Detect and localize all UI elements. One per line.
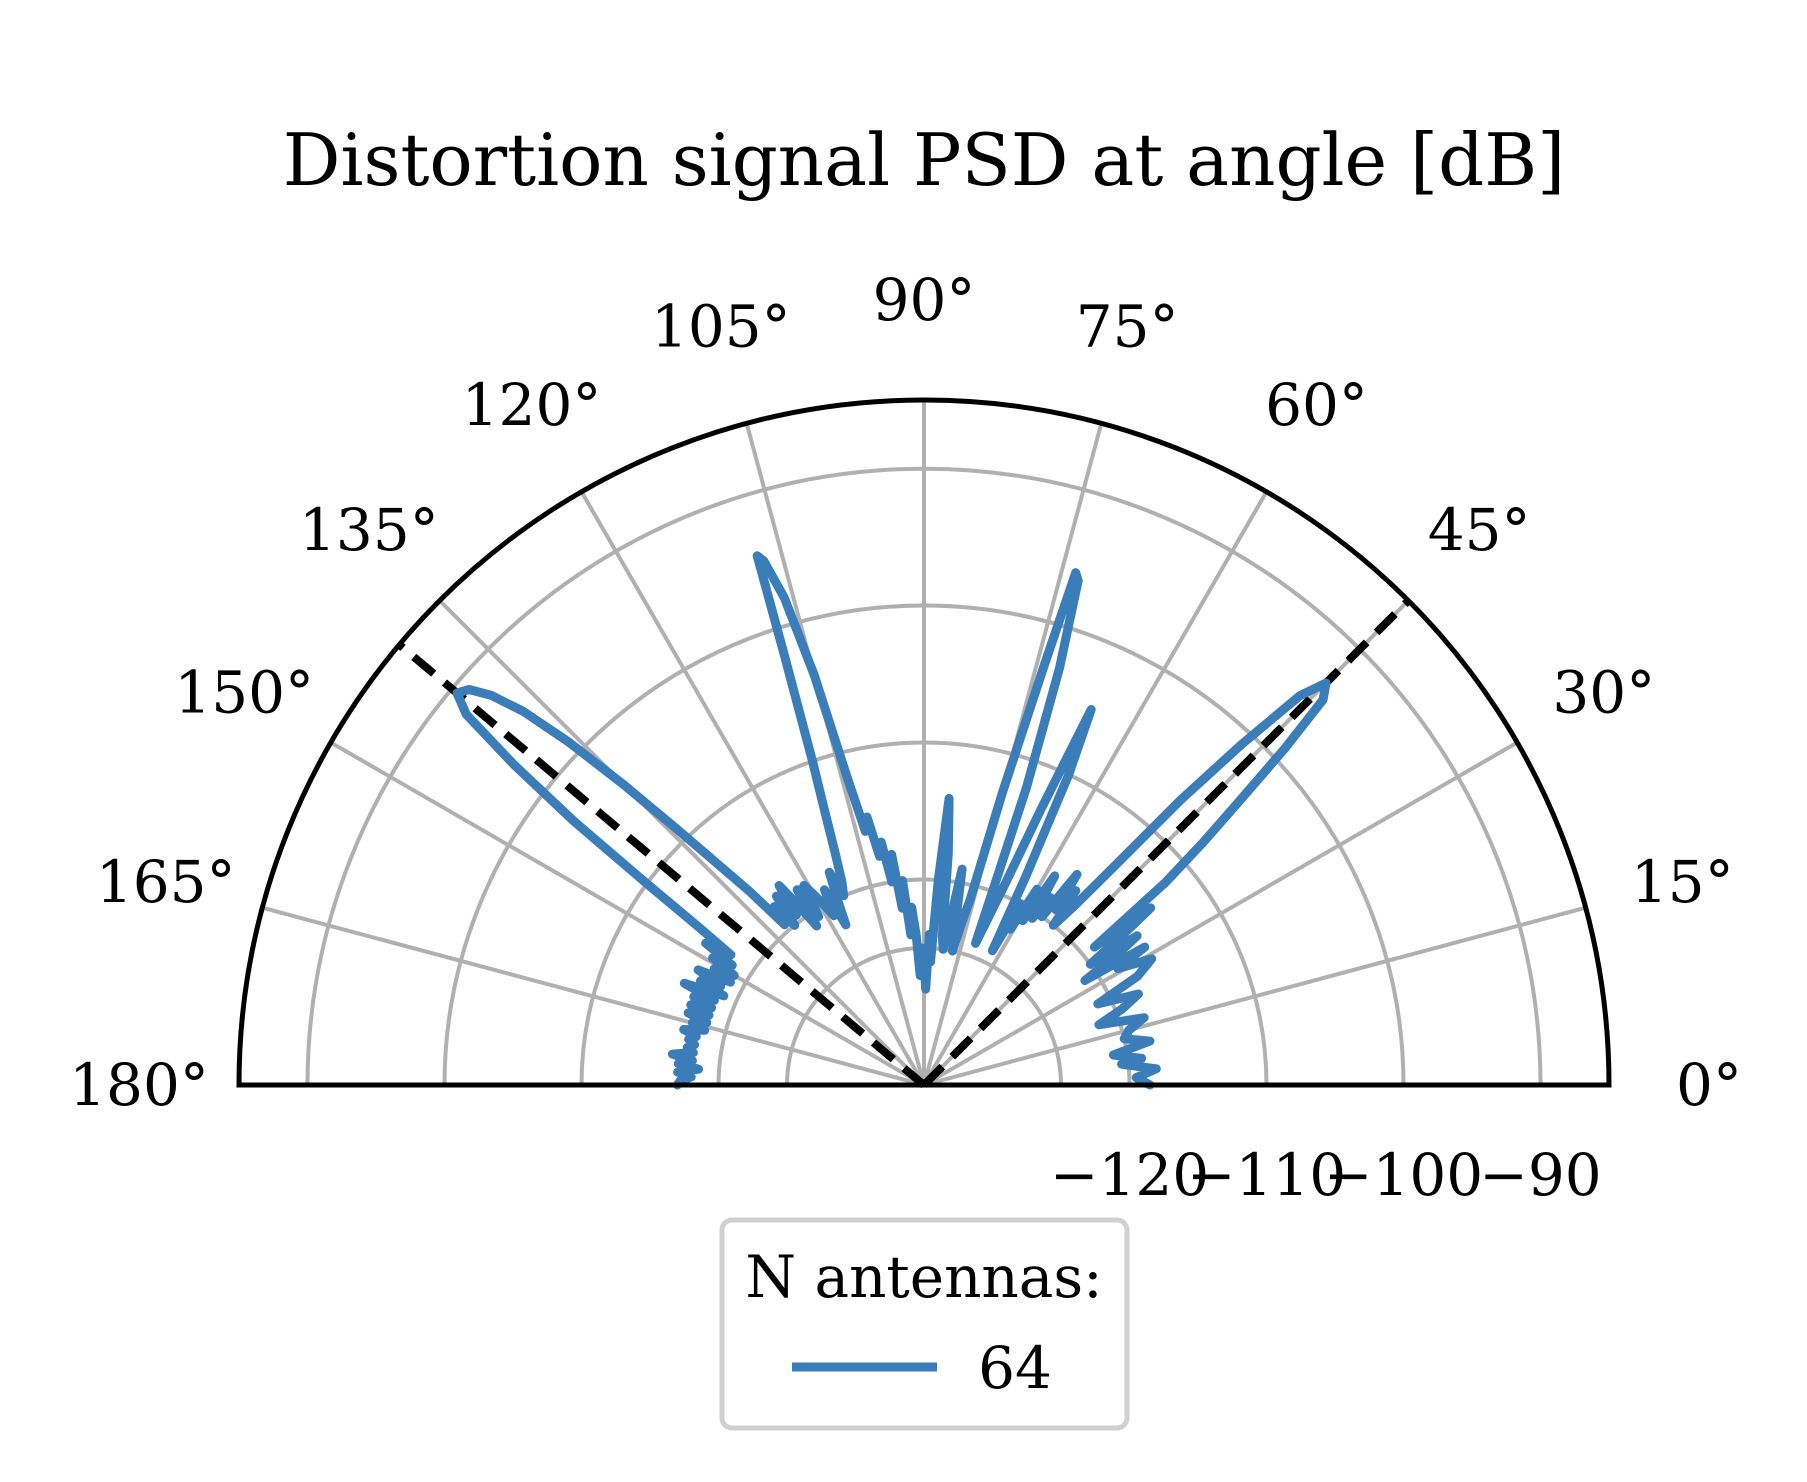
legend: N antennas: 64 [719, 1217, 1130, 1431]
r-grid-arc [579, 740, 1269, 1086]
r-grid-arc [716, 877, 1132, 1086]
theta-tick-label: 180° [69, 1051, 209, 1119]
polar-frame-outline [236, 397, 1612, 1088]
chart-title: Distortion signal PSD at angle [dB] [283, 118, 1565, 202]
r-tick-label: −110 [1187, 1141, 1346, 1209]
r-grid-arc [442, 603, 1406, 1086]
legend-entry-label: 64 [978, 1334, 1052, 1402]
theta-tick-label: 165° [96, 848, 236, 916]
legend-box [719, 1217, 1130, 1431]
theta-tick-label: 120° [462, 371, 602, 439]
legend-title: N antennas: [745, 1243, 1102, 1311]
series-line-64 [452, 551, 1331, 1090]
theta-tick-label: 0° [1676, 1051, 1742, 1119]
theta-tick-label: 45° [1428, 496, 1531, 564]
reference-direction-line [396, 641, 927, 1089]
r-tick-label: −100 [1324, 1141, 1483, 1209]
theta-tick-label: 135° [299, 496, 439, 564]
theta-tick-label: 150° [174, 659, 314, 727]
theta-tick-labels: 0° 15° 30° 45° 60° 75° 90° 105° 120° 135° 150° 165°… [69, 266, 1742, 1119]
r-tick-label: −120 [1050, 1141, 1209, 1209]
r-grid-arc [305, 466, 1543, 1086]
theta-tick-label: 105° [651, 293, 791, 361]
theta-tick-label: 60° [1265, 371, 1368, 439]
theta-tick-label: 30° [1552, 659, 1655, 727]
polar-frame [236, 397, 1612, 1088]
theta-tick-label: 90° [873, 266, 976, 334]
r-tick-labels: −120−110−100−90 [1050, 1141, 1602, 1209]
series-layer [452, 551, 1331, 1090]
theta-tick-label: 75° [1076, 293, 1179, 361]
theta-tick-label: 15° [1631, 848, 1734, 916]
r-tick-label: −90 [1479, 1141, 1601, 1209]
